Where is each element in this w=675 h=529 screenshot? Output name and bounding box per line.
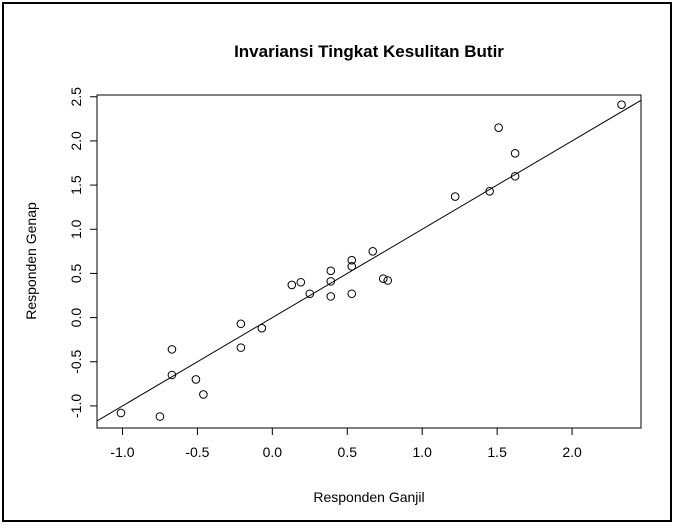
point [378, 274, 388, 284]
frame [2, 2, 672, 522]
x-tick-label: 0.0 [263, 444, 283, 460]
point [199, 390, 208, 399]
point [155, 412, 165, 421]
y-tick-label: 0.5 [68, 263, 84, 283]
point [510, 171, 520, 181]
point [326, 266, 336, 276]
y-tick-label: 1.0 [68, 219, 84, 239]
point [326, 292, 336, 301]
point [347, 262, 357, 271]
point [326, 277, 336, 286]
point [236, 319, 246, 329]
x-tick-label: -1.0 [110, 444, 134, 460]
plot-box [96, 94, 642, 429]
y-tick-label: 1.5 [68, 175, 84, 195]
y-tick-label: 2.5 [68, 87, 84, 107]
point [383, 276, 393, 285]
y-tick-label: -1.0 [68, 394, 84, 418]
point [305, 289, 315, 299]
y-tick-label: 0.0 [68, 308, 84, 328]
y-tick-label: -0.5 [68, 349, 84, 373]
point [167, 370, 177, 380]
point [494, 123, 503, 132]
x-axis-label: Responden Ganjil [313, 489, 424, 505]
point [191, 375, 201, 384]
x-tick-label: 2.0 [562, 444, 582, 460]
point [485, 186, 494, 196]
point [347, 255, 357, 265]
y-tick-label: 2.0 [68, 131, 84, 151]
x-tick-label: 1.5 [487, 444, 507, 460]
point [617, 100, 626, 110]
x-tick-label: -0.5 [185, 444, 209, 460]
point [167, 345, 177, 354]
point [510, 148, 520, 158]
point [287, 280, 297, 290]
y-axis-label: Responden Genap [23, 202, 39, 320]
point [236, 343, 246, 352]
x-tick-label: 0.5 [338, 444, 358, 460]
fit-line [97, 99, 641, 422]
x-tick-label: 1.0 [412, 444, 432, 460]
point [347, 289, 357, 299]
chart-title: Invariansi Tingkat Kesulitan Butir [234, 42, 504, 61]
point [116, 408, 126, 418]
point [296, 277, 306, 287]
point [450, 192, 460, 201]
point [257, 323, 267, 333]
point [368, 247, 378, 256]
